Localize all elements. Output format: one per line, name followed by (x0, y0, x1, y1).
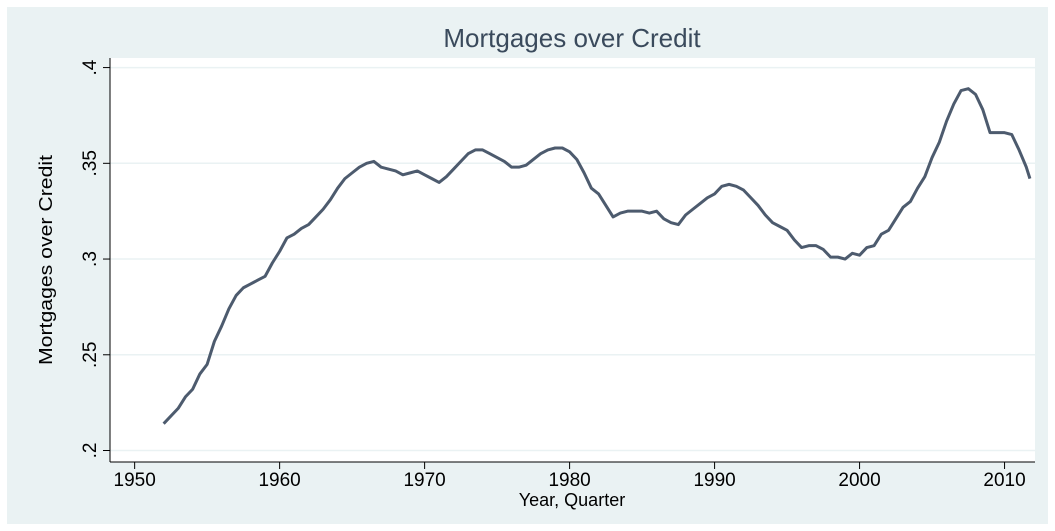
x-tick-label: 1980 (548, 470, 590, 491)
x-axis-title: Year, Quarter (519, 490, 625, 510)
x-tick-label: 2010 (983, 470, 1025, 491)
y-tick-label: .25 (80, 342, 101, 368)
y-tick-label: .2 (80, 443, 101, 459)
plot-region (110, 58, 1035, 462)
x-tick-label: 1970 (403, 470, 445, 491)
x-tick-label: 2000 (838, 470, 880, 491)
y-axis-title: Mortgages over Credit (36, 155, 56, 365)
chart-title: Mortgages over Credit (443, 23, 701, 53)
x-tick-label: 1960 (258, 470, 300, 491)
x-tick-label: 1950 (114, 470, 156, 491)
y-tick-label: .35 (80, 150, 101, 176)
y-tick-label: .4 (80, 59, 101, 75)
x-tick-label: 1990 (693, 470, 735, 491)
data-line (162, 87, 1032, 425)
y-tick-label: .3 (80, 251, 101, 267)
